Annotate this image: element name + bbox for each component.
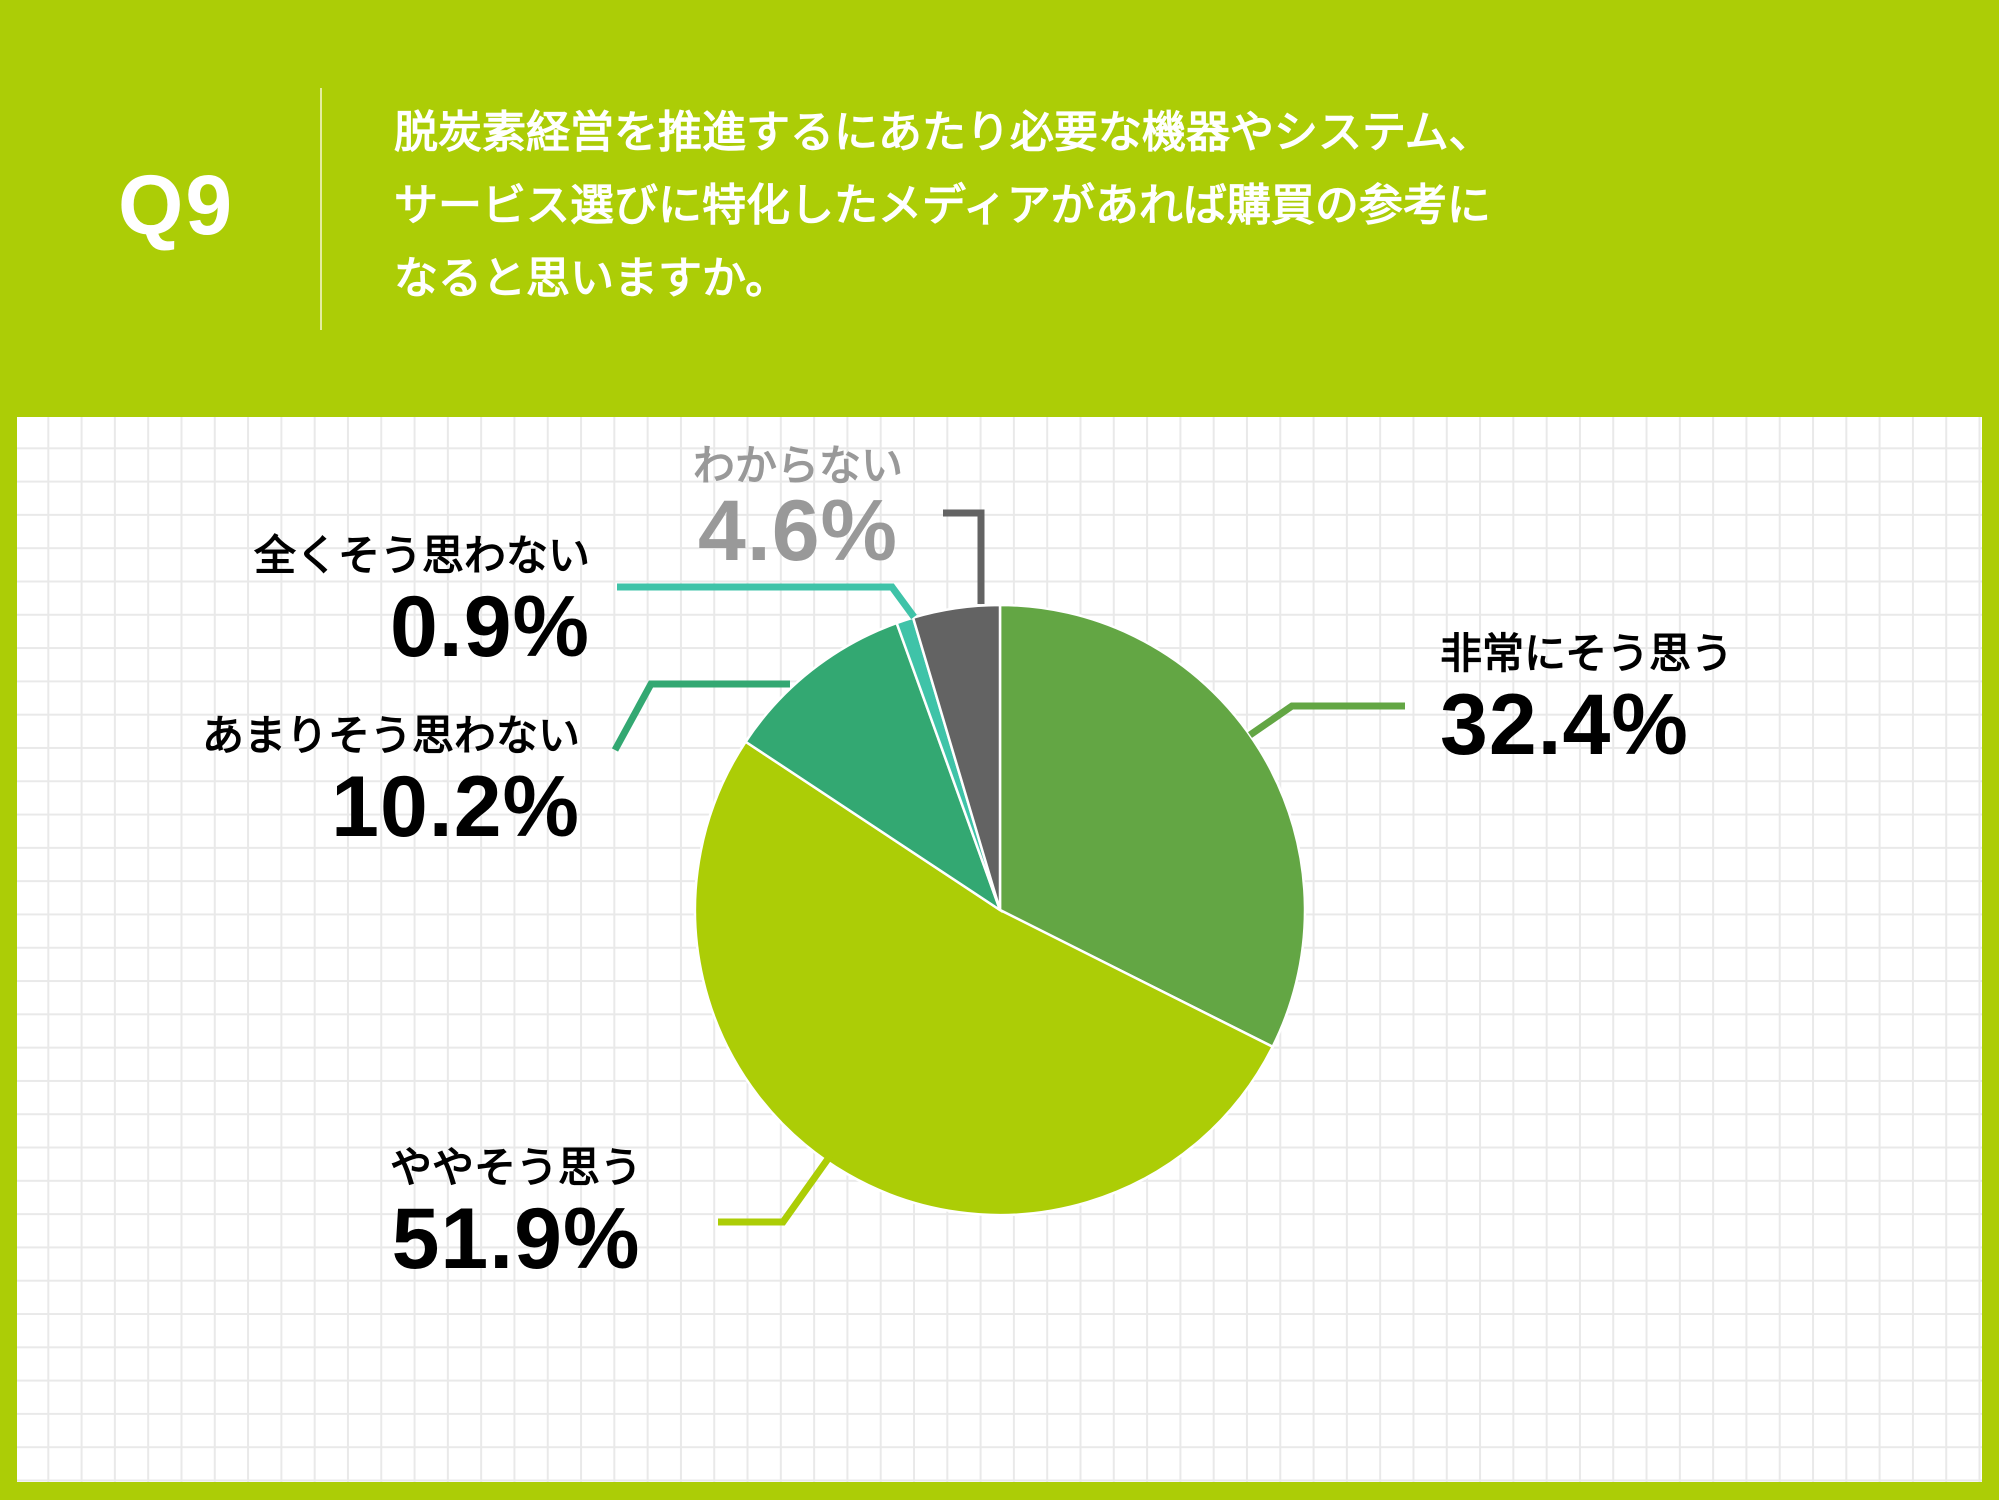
label-not-at-all: 全くそう思わない 0.9% bbox=[100, 530, 590, 672]
label-not-at-all-name: 全くそう思わない bbox=[253, 531, 590, 580]
question-line-3: なると思いますか。 bbox=[394, 253, 790, 304]
pie-slices bbox=[693, 603, 1307, 1217]
leader-very-agree bbox=[1248, 702, 1405, 738]
label-somewhat-agree-name: ややそう思う bbox=[389, 1143, 642, 1192]
leader-not-at-all bbox=[617, 583, 917, 620]
label-very-agree-pct: 32.4% bbox=[1440, 677, 1689, 773]
slice-very-agree bbox=[998, 603, 1307, 1049]
label-not-really-name: あまりそう思わない bbox=[201, 711, 580, 760]
leader-dont-know bbox=[943, 509, 985, 604]
leader-somewhat-agree bbox=[718, 1153, 833, 1226]
leader-lines bbox=[611, 509, 1405, 1226]
label-somewhat-agree-pct: 51.9% bbox=[391, 1191, 641, 1287]
label-dont-know: わからない 4.6% bbox=[668, 440, 928, 576]
question-text: 脱炭素経営を推進するにあたり必要な機器やシステム、 サービス選びに特化したメディ… bbox=[394, 96, 1694, 315]
question-line-2: サービス選びに特化したメディアがあれば購買の参考に bbox=[394, 180, 1491, 231]
slice-not-really bbox=[743, 621, 1003, 914]
label-somewhat-agree: ややそう思う 51.9% bbox=[360, 1142, 672, 1284]
label-not-really: あまりそう思わない 10.2% bbox=[100, 710, 580, 852]
label-dont-know-name: わからない bbox=[692, 441, 903, 490]
slice-somewhat-agree bbox=[693, 740, 1275, 1217]
label-dont-know-pct: 4.6% bbox=[697, 483, 899, 579]
header-divider bbox=[320, 88, 322, 330]
question-line-1: 脱炭素経営を推進するにあたり必要な機器やシステム、 bbox=[394, 107, 1493, 158]
question-number: Q9 bbox=[118, 158, 235, 252]
label-very-agree-name: 非常にそう思う bbox=[1440, 629, 1734, 678]
label-not-at-all-pct: 0.9% bbox=[389, 579, 590, 675]
leader-not-really bbox=[611, 680, 790, 752]
label-not-really-pct: 10.2% bbox=[331, 759, 580, 855]
label-very-agree: 非常にそう思う 32.4% bbox=[1440, 628, 1733, 770]
